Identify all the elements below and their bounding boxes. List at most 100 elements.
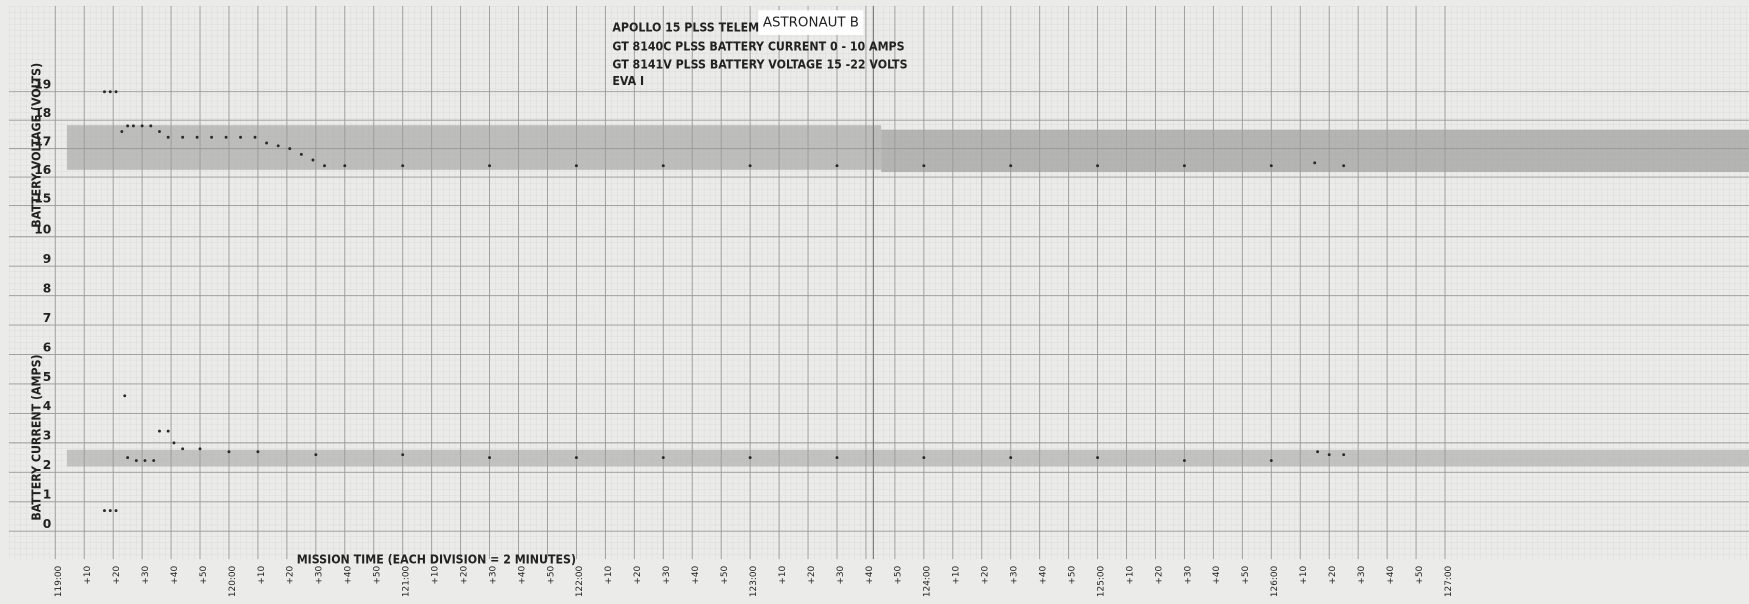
data-point bbox=[311, 158, 315, 162]
data-point bbox=[126, 124, 130, 128]
subtitle: GT 8140C PLSS BATTERY CURRENT 0 - 10 AMP… bbox=[612, 40, 904, 54]
subtitle: EVA I bbox=[612, 74, 644, 88]
data-point bbox=[574, 456, 578, 460]
x-tick-label: +50 bbox=[373, 565, 383, 584]
label-box bbox=[758, 10, 864, 35]
data-point bbox=[181, 135, 185, 139]
data-point bbox=[1342, 164, 1346, 168]
data-point bbox=[256, 450, 260, 454]
data-point bbox=[210, 135, 214, 139]
y2-tick-label: 16 bbox=[34, 163, 51, 177]
x-tick-label: +20 bbox=[633, 565, 643, 584]
data-point bbox=[1182, 459, 1186, 462]
data-point bbox=[152, 459, 156, 462]
x-tick-label: +10 bbox=[778, 565, 788, 584]
data-point bbox=[1316, 450, 1320, 454]
x-tick-label: +50 bbox=[894, 565, 904, 584]
data-point bbox=[1342, 453, 1346, 457]
data-point bbox=[103, 509, 106, 513]
label-box-text: ASTRONAUT B bbox=[763, 16, 859, 31]
data-point bbox=[166, 429, 170, 433]
x-tick-label: +20 bbox=[459, 565, 469, 584]
x-tick-label: +20 bbox=[981, 565, 991, 584]
data-point bbox=[143, 459, 147, 462]
data-point bbox=[835, 164, 839, 168]
y2-tick-label: 18 bbox=[34, 106, 51, 120]
data-point bbox=[661, 456, 665, 460]
y2-tick-label: 17 bbox=[34, 134, 51, 148]
x-tick-label: +30 bbox=[1183, 565, 1193, 584]
x-tick-label: +50 bbox=[1241, 565, 1251, 584]
x-tick-label: +30 bbox=[1010, 565, 1020, 584]
x-tick-label: 124:00 bbox=[923, 565, 933, 597]
data-point bbox=[1269, 164, 1273, 168]
data-point bbox=[1096, 164, 1100, 168]
data-point bbox=[835, 456, 839, 460]
data-point bbox=[158, 429, 161, 433]
data-point bbox=[922, 456, 926, 460]
data-point bbox=[103, 90, 106, 94]
x-tick-label: +20 bbox=[1328, 565, 1338, 584]
x-tick-label: +30 bbox=[315, 565, 325, 584]
data-point bbox=[239, 135, 242, 139]
x-tick-label: +10 bbox=[83, 565, 93, 584]
data-point bbox=[134, 459, 138, 462]
x-tick-label: +30 bbox=[662, 565, 672, 584]
x-tick-label: +20 bbox=[807, 565, 817, 584]
x-tick-label: +40 bbox=[170, 565, 180, 584]
x-tick-label: +30 bbox=[488, 565, 498, 584]
subtitle: GT 8141V PLSS BATTERY VOLTAGE 15 -22 VOL… bbox=[612, 57, 907, 71]
x-tick-label: +30 bbox=[1357, 565, 1367, 584]
x-tick-label: +40 bbox=[865, 565, 875, 584]
y-tick-label: 10 bbox=[34, 223, 51, 237]
data-point bbox=[288, 147, 292, 151]
x-tick-label: +10 bbox=[430, 565, 440, 584]
y-tick-label: 4 bbox=[43, 399, 52, 413]
x-tick-label: 120:00 bbox=[228, 565, 238, 597]
x-tick-label: +50 bbox=[720, 565, 730, 584]
minor-grid bbox=[8, 5, 1749, 560]
data-point bbox=[1009, 164, 1013, 168]
data-point bbox=[401, 453, 405, 457]
y-tick-label: 7 bbox=[43, 311, 52, 325]
data-point bbox=[574, 164, 578, 168]
data-point bbox=[1096, 456, 1100, 460]
x-tick-label: 121:00 bbox=[402, 565, 412, 597]
data-point bbox=[299, 152, 303, 156]
data-point bbox=[1313, 161, 1317, 165]
x-tick-label: 123:00 bbox=[749, 565, 759, 597]
x-tick-label: +50 bbox=[546, 565, 556, 584]
data-point bbox=[1182, 164, 1186, 168]
x-tick-label: +40 bbox=[517, 565, 527, 584]
data-point bbox=[661, 164, 665, 168]
data-point bbox=[1327, 453, 1331, 457]
data-point bbox=[488, 456, 491, 460]
data-point bbox=[108, 509, 112, 513]
data-point bbox=[748, 164, 752, 168]
data-point bbox=[181, 447, 185, 451]
y2-tick-label: 15 bbox=[34, 191, 51, 205]
data-point bbox=[314, 453, 318, 457]
y-tick-label: 2 bbox=[43, 458, 52, 472]
data-point bbox=[253, 135, 257, 139]
data-point bbox=[126, 456, 130, 460]
x-tick-label: +40 bbox=[1038, 565, 1048, 584]
x-tick-label: +50 bbox=[1067, 565, 1077, 584]
data-point bbox=[158, 130, 161, 134]
x-tick-label: 125:00 bbox=[1096, 565, 1106, 597]
x-tick-label: +10 bbox=[257, 565, 267, 584]
voltage-band bbox=[66, 125, 882, 170]
y-tick-label: 6 bbox=[43, 340, 52, 354]
x-tick-label: +10 bbox=[604, 565, 614, 584]
data-point bbox=[114, 509, 118, 513]
data-point bbox=[224, 135, 228, 139]
y-tick-label: 5 bbox=[43, 370, 52, 384]
current-band bbox=[66, 449, 1749, 467]
y-tick-label: 9 bbox=[43, 252, 52, 266]
title: APOLLO 15 PLSS TELEMETRY bbox=[612, 21, 791, 35]
data-point bbox=[172, 441, 176, 445]
grid bbox=[8, 5, 1749, 560]
x-tick-label: +10 bbox=[952, 565, 962, 584]
data-point bbox=[265, 141, 269, 145]
x-tick-label: +40 bbox=[344, 565, 354, 584]
